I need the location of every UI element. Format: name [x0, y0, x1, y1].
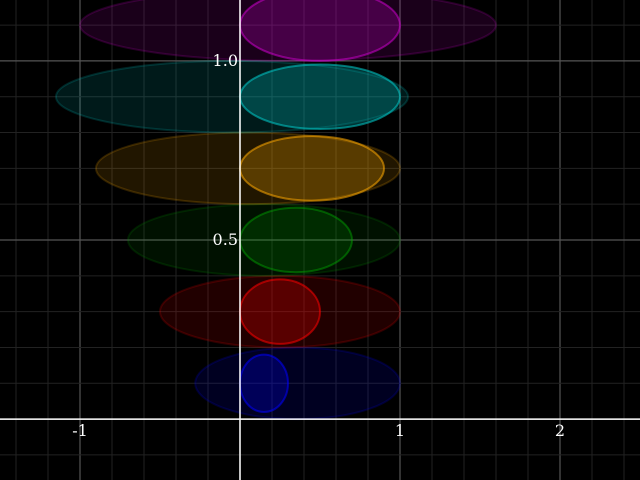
y-tick-label: 1.0	[213, 51, 238, 70]
data-ellipse-row-2-wide	[127, 203, 401, 277]
y-tick-label: 0.5	[213, 230, 238, 249]
data-ellipse-row-3-narrow	[239, 135, 385, 202]
data-ellipse-row-0-wide	[194, 346, 402, 421]
data-ellipse-row-5-wide	[79, 0, 497, 62]
ellipse-layer	[55, 0, 497, 421]
data-ellipse-row-1-wide	[159, 274, 401, 349]
tick-label-layer: -1 1 2 0.5 1.0	[72, 51, 565, 440]
x-tick-label: -1	[72, 421, 88, 440]
x-tick-label: 1	[395, 421, 405, 440]
data-ellipse-row-0-narrow	[239, 353, 289, 413]
data-ellipse-row-1-narrow	[239, 278, 321, 345]
x-tick-label: 2	[555, 421, 565, 440]
data-ellipse-row-2-narrow	[239, 206, 353, 274]
data-ellipse-row-3-wide	[95, 131, 401, 206]
data-ellipse-row-4-wide	[55, 59, 409, 134]
data-ellipse-row-4-narrow	[239, 63, 401, 130]
